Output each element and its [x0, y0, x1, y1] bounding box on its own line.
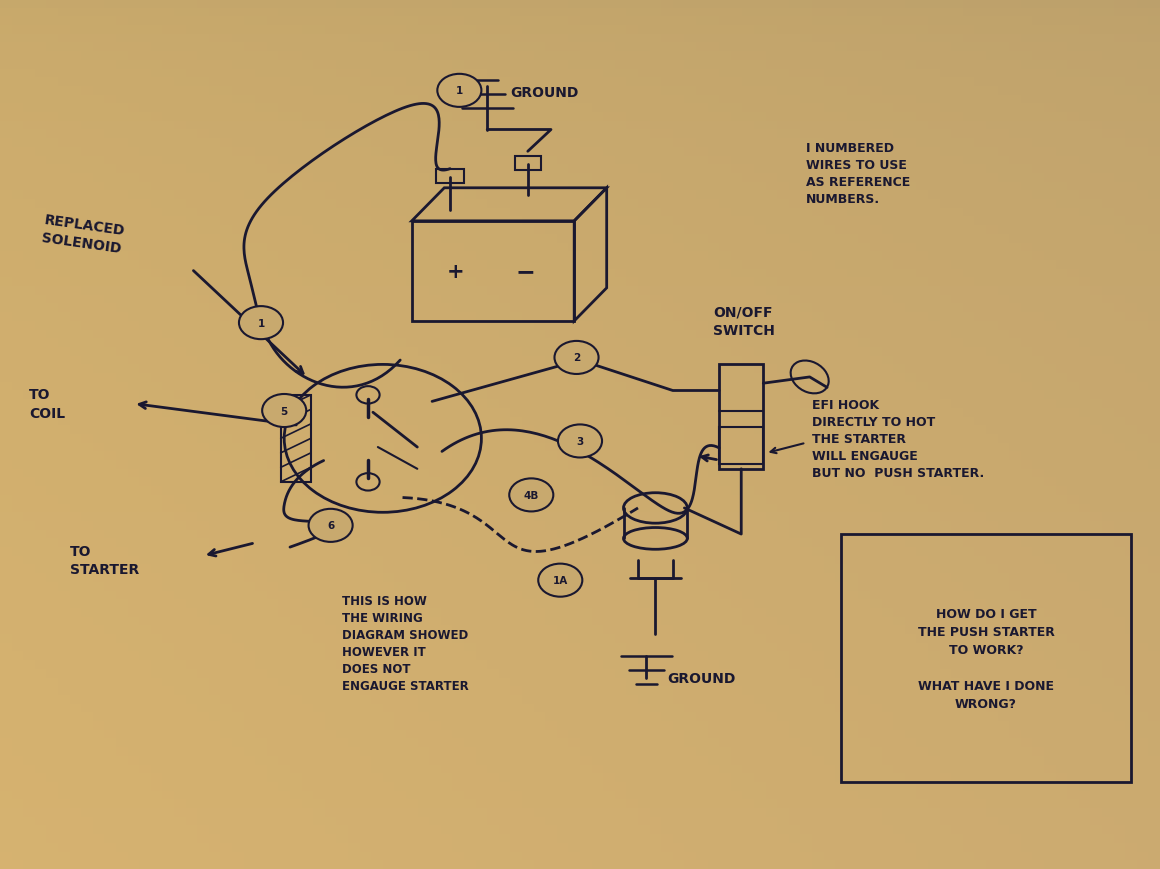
- Text: +: +: [447, 262, 465, 282]
- Circle shape: [538, 564, 582, 597]
- Text: 3: 3: [577, 436, 583, 447]
- Text: ON/OFF
SWITCH: ON/OFF SWITCH: [713, 305, 775, 338]
- Text: TO
COIL: TO COIL: [29, 388, 65, 421]
- Text: GROUND: GROUND: [510, 86, 579, 100]
- Circle shape: [554, 342, 599, 375]
- Text: 6: 6: [327, 521, 334, 531]
- Text: 2: 2: [573, 353, 580, 363]
- Circle shape: [262, 395, 306, 428]
- Text: REPLACED
SOLENOID: REPLACED SOLENOID: [41, 213, 125, 256]
- Text: HOW DO I GET
THE PUSH STARTER
TO WORK?

WHAT HAVE I DONE
WRONG?: HOW DO I GET THE PUSH STARTER TO WORK? W…: [918, 607, 1054, 710]
- Circle shape: [558, 425, 602, 458]
- Text: THIS IS HOW
THE WIRING
DIAGRAM SHOWED
HOWEVER IT
DOES NOT
ENGAUGE STARTER: THIS IS HOW THE WIRING DIAGRAM SHOWED HO…: [342, 594, 469, 692]
- Text: TO
STARTER: TO STARTER: [70, 544, 139, 577]
- Text: GROUND: GROUND: [667, 671, 735, 685]
- Text: I NUMBERED
WIRES TO USE
AS REFERENCE
NUMBERS.: I NUMBERED WIRES TO USE AS REFERENCE NUM…: [806, 142, 911, 206]
- Text: 1: 1: [258, 318, 264, 328]
- Circle shape: [509, 479, 553, 512]
- Text: 4B: 4B: [523, 490, 539, 501]
- Circle shape: [437, 75, 481, 108]
- Text: −: −: [515, 260, 536, 283]
- Text: 1: 1: [456, 86, 463, 96]
- Text: EFI HOOK
DIRECTLY TO HOT
THE STARTER
WILL ENGAUGE
BUT NO  PUSH STARTER.: EFI HOOK DIRECTLY TO HOT THE STARTER WIL…: [812, 398, 984, 480]
- Circle shape: [239, 307, 283, 340]
- Text: 1A: 1A: [552, 575, 568, 586]
- Text: 5: 5: [281, 406, 288, 416]
- Circle shape: [309, 509, 353, 542]
